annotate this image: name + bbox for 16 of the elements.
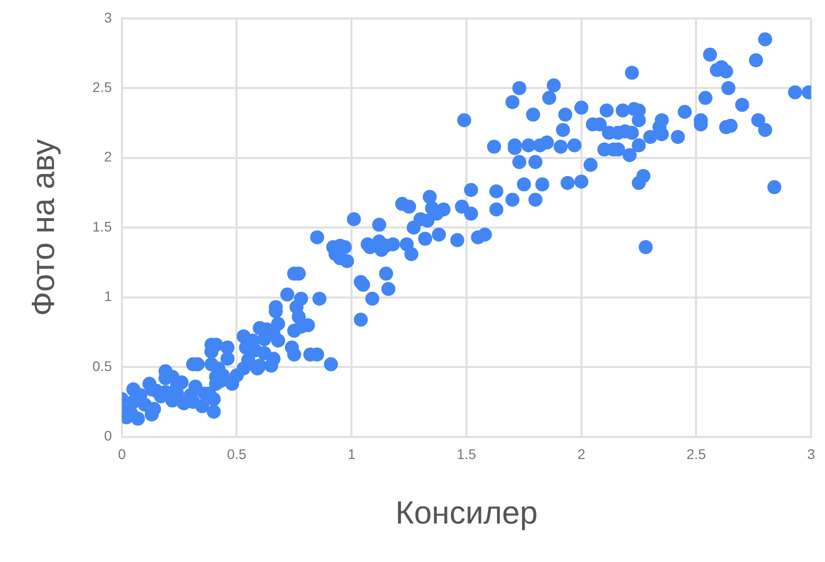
x-tick-label: 2 — [577, 446, 586, 462]
y-tick-label: 2.5 — [92, 78, 112, 95]
y-tick-label: 1 — [104, 288, 112, 304]
y-axis-title: Фото на аву — [25, 139, 62, 316]
x-tick-label: 2.5 — [686, 446, 706, 462]
y-tick-label: 0.5 — [92, 358, 112, 374]
x-tick-label: 3 — [807, 446, 816, 462]
x-tick-label: 1 — [348, 446, 356, 462]
x-tick-label: 0 — [118, 446, 126, 462]
y-tick-label: 3 — [104, 9, 112, 26]
x-tick-label: 0.5 — [227, 446, 247, 462]
y-tick-label: 2 — [104, 148, 112, 165]
x-tick-label: 1.5 — [456, 446, 476, 462]
x-axis-title: Консилер — [395, 494, 538, 531]
y-tick-label: 1.5 — [92, 218, 112, 234]
y-tick-label: 0 — [104, 428, 112, 444]
